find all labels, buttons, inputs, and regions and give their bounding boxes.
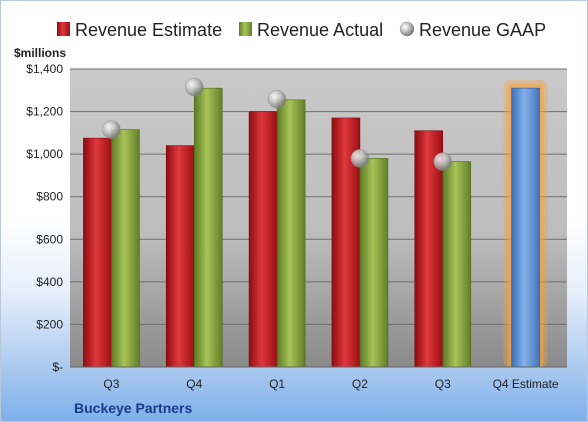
y-tick-label: $600 bbox=[36, 232, 63, 246]
bar-revenue-estimate bbox=[165, 145, 195, 368]
y-tick-label: $- bbox=[52, 360, 63, 374]
legend-item: Revenue GAAP bbox=[399, 20, 546, 40]
x-tick-label: Q3 bbox=[435, 377, 451, 391]
x-tick-label: Q3 bbox=[103, 377, 119, 391]
estimate-bar-group bbox=[503, 80, 548, 368]
y-tick-label: $400 bbox=[36, 275, 63, 289]
gridlines bbox=[70, 68, 567, 368]
y-axis: $- $200 $400 $600 $800 $1,000 $1,200 $1,400 bbox=[26, 62, 63, 374]
x-tick-label: Q4 Estimate bbox=[493, 377, 559, 391]
plot-area bbox=[70, 69, 567, 367]
company-label: Buckeye Partners bbox=[74, 400, 193, 416]
x-axis: Q3 Q4 Q1 Q2 Q3 Q4 Estimate bbox=[70, 366, 567, 391]
unit-label: $millions bbox=[14, 46, 66, 60]
marker-revenue-gaap bbox=[102, 120, 121, 139]
bar-revenue-actual bbox=[442, 161, 472, 368]
legend-label: Revenue GAAP bbox=[419, 20, 546, 40]
bar-revenue-actual bbox=[359, 158, 389, 368]
marker-revenue-gaap bbox=[185, 77, 204, 97]
y-tick-label: $1,200 bbox=[26, 105, 63, 119]
legend-swatch-revenue-actual bbox=[239, 22, 252, 36]
legend-item: Revenue Actual bbox=[239, 20, 383, 40]
marker-revenue-gaap bbox=[267, 89, 287, 109]
bar-revenue-estimate bbox=[83, 137, 112, 368]
legend-item: Revenue Estimate bbox=[57, 20, 222, 40]
marker-revenue-gaap bbox=[433, 152, 452, 171]
x-tick-label: Q2 bbox=[352, 377, 368, 391]
bar-revenue-estimate bbox=[248, 111, 278, 368]
legend-label: Revenue Actual bbox=[257, 20, 383, 40]
marker-revenue-gaap bbox=[350, 149, 370, 168]
legend: Revenue Estimate Revenue Actual Revenue GA… bbox=[57, 20, 546, 40]
y-tick-label: $1,000 bbox=[26, 147, 63, 161]
bar-revenue-actual bbox=[193, 87, 223, 368]
legend-label: Revenue Estimate bbox=[75, 20, 222, 40]
y-tick-label: $800 bbox=[36, 190, 63, 204]
gaap-markers bbox=[102, 77, 452, 171]
legend-swatch-revenue-estimate bbox=[57, 22, 70, 36]
bar-revenue-actual bbox=[276, 99, 306, 368]
x-tick-label: Q4 bbox=[186, 377, 202, 391]
bar-revenue-actual bbox=[111, 129, 140, 368]
bar-q4-estimate bbox=[511, 87, 540, 368]
x-tick-label: Q1 bbox=[269, 377, 285, 391]
bars bbox=[83, 80, 548, 368]
y-tick-label: $200 bbox=[36, 317, 63, 331]
legend-swatch-revenue-gaap bbox=[399, 21, 415, 37]
y-tick-label: $1,400 bbox=[26, 62, 63, 76]
